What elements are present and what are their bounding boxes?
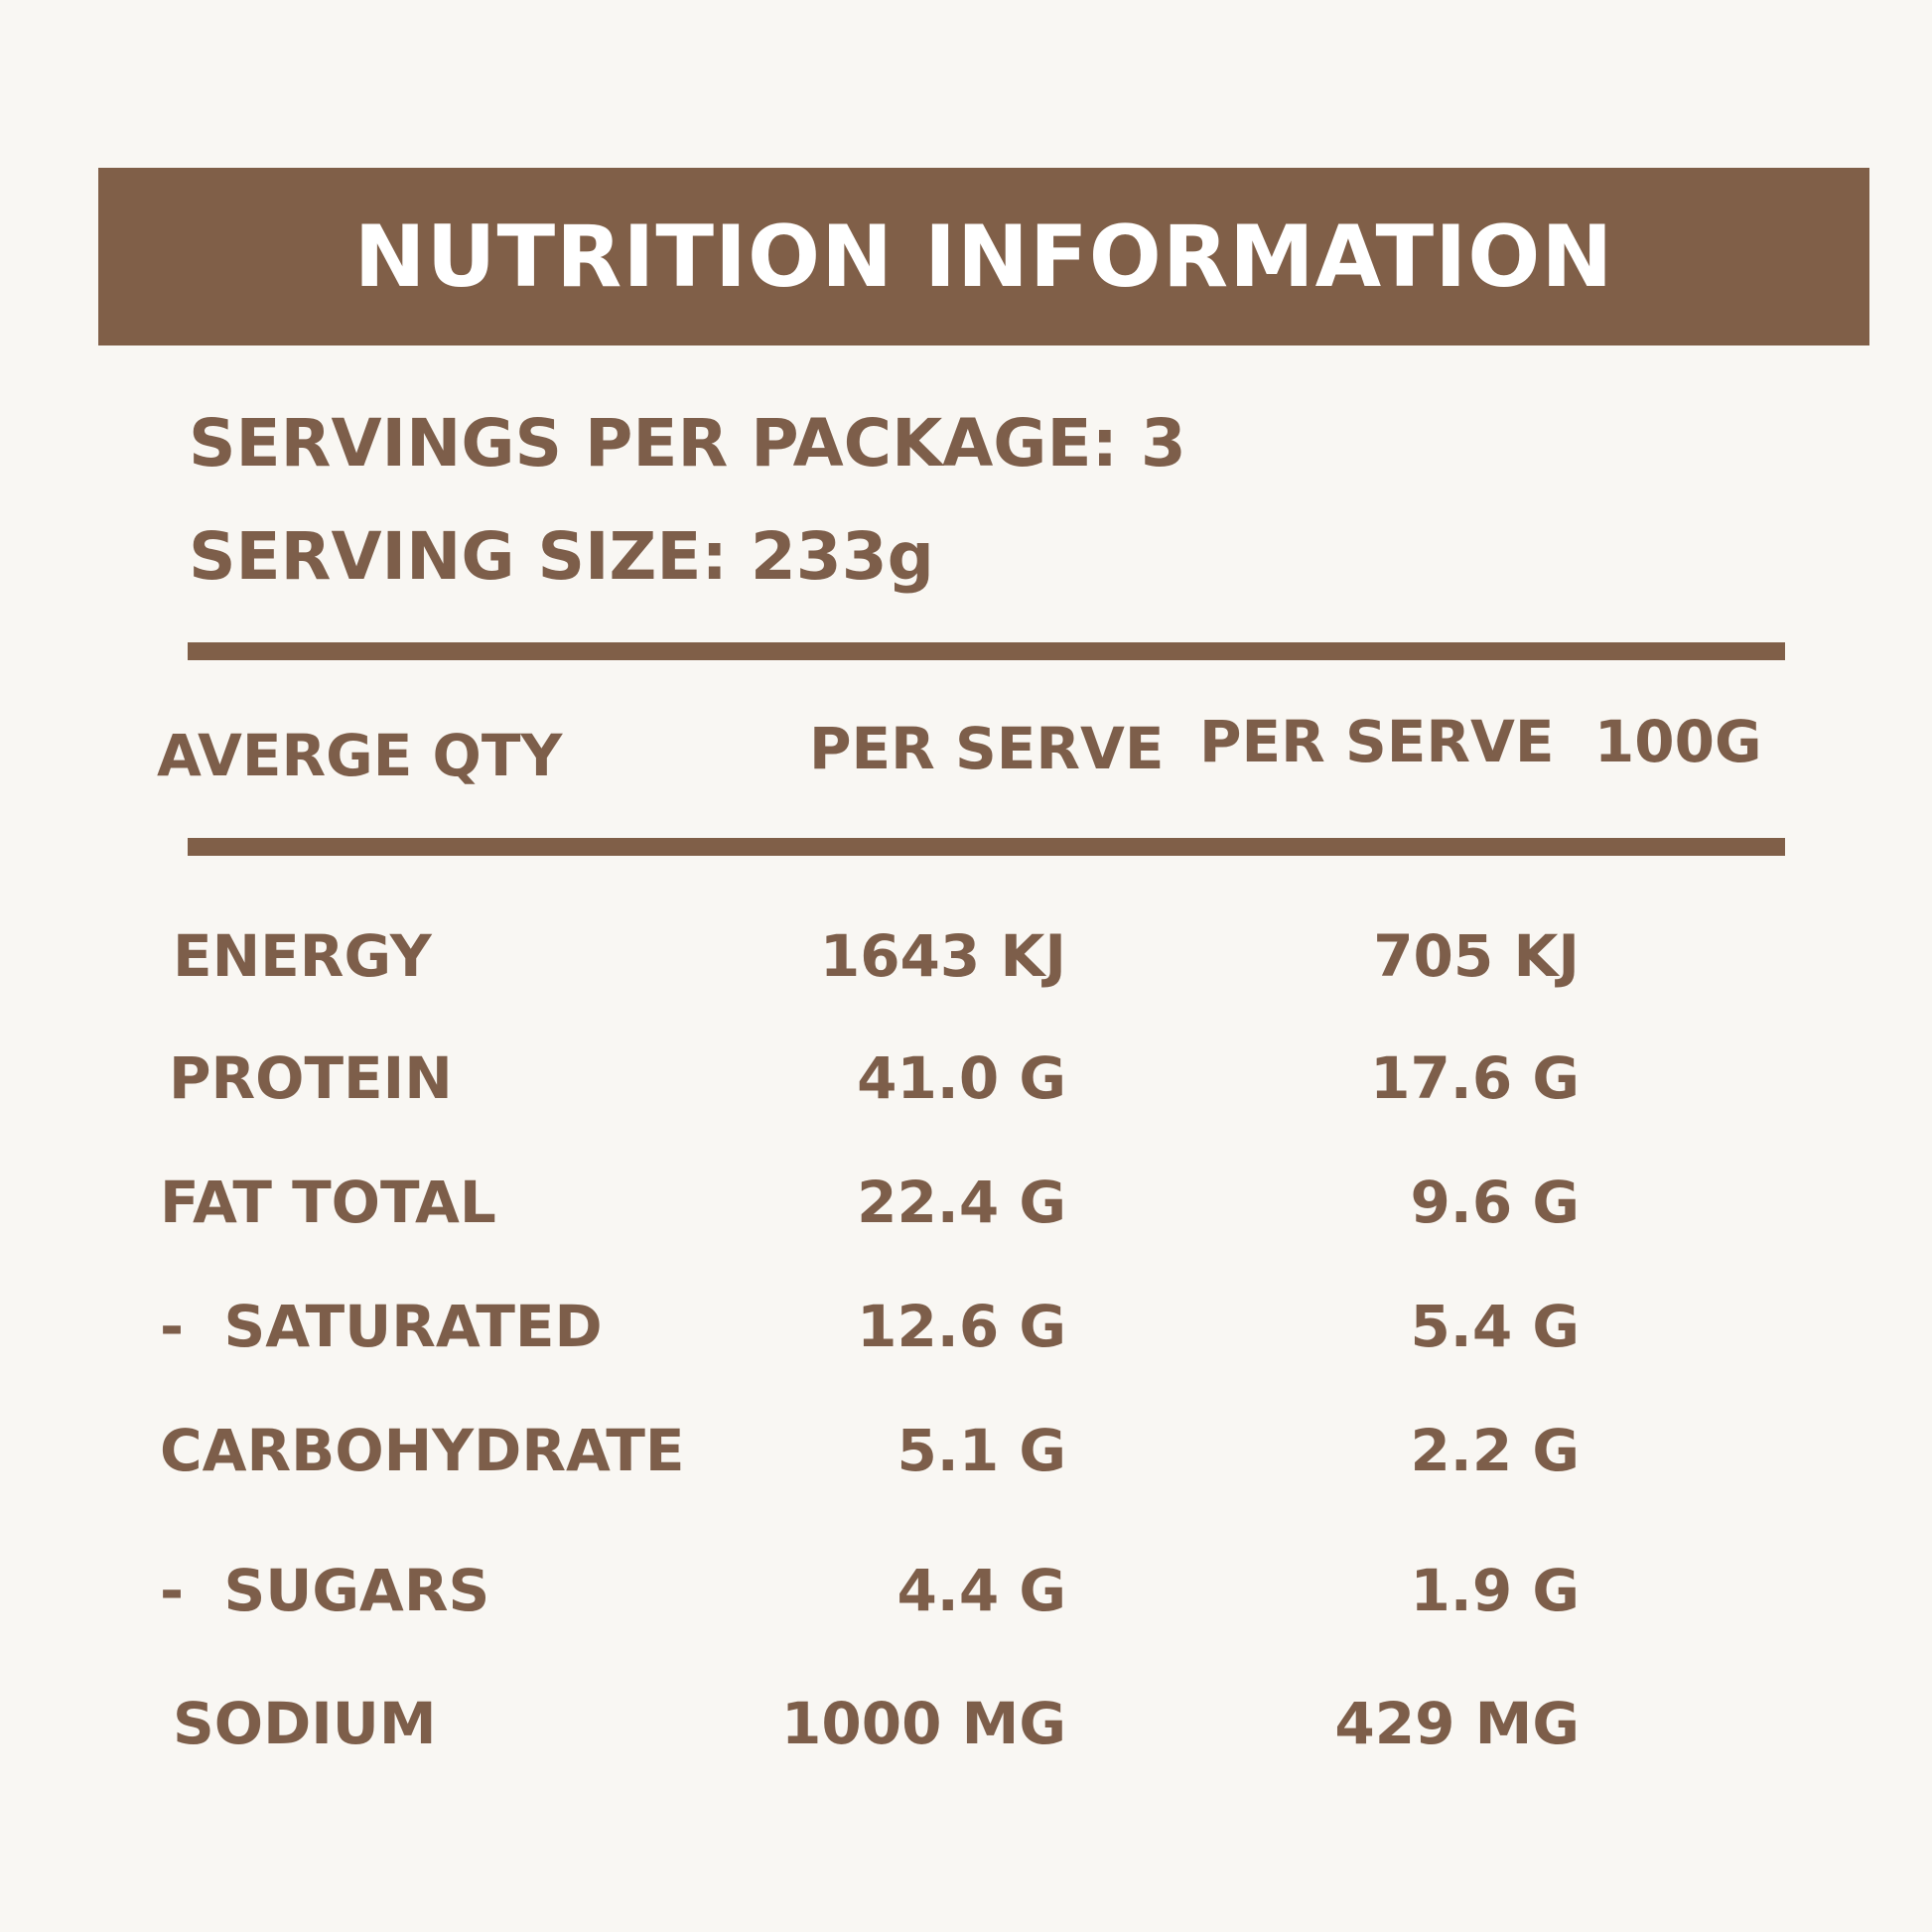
row-label-sodium: SODIUM: [173, 1690, 437, 1757]
header-per-100g: PER SERVE 100G: [1199, 708, 1762, 775]
row-per-serve-fat-total: 22.4 G: [857, 1169, 1066, 1236]
divider-top: [188, 642, 1785, 660]
row-label-saturated: - SATURATED: [160, 1293, 603, 1360]
row-label-fat-total: FAT TOTAL: [160, 1169, 496, 1236]
row-per-serve-sodium: 1000 MG: [781, 1690, 1066, 1757]
row-per-100g-energy: 705 KJ: [1373, 922, 1580, 990]
title-banner: NUTRITION INFORMATION: [98, 168, 1869, 345]
row-per-100g-sugars: 1.9 G: [1410, 1557, 1580, 1624]
header-per-serve: PER SERVE: [809, 715, 1165, 782]
row-per-serve-energy: 1643 KJ: [819, 922, 1066, 990]
row-per-100g-saturated: 5.4 G: [1410, 1293, 1580, 1360]
header-average-qty: AVERGE QTY: [157, 722, 563, 789]
row-label-energy: ENERGY: [173, 922, 432, 990]
row-per-serve-sugars: 4.4 G: [897, 1557, 1066, 1624]
row-per-100g-protein: 17.6 G: [1370, 1044, 1580, 1112]
row-label-carbohydrate: CARBOHYDRATE: [160, 1417, 685, 1484]
row-per-100g-fat-total: 9.6 G: [1410, 1169, 1580, 1236]
row-label-protein: PROTEIN: [169, 1044, 453, 1112]
serving-size: SERVING SIZE: 233g: [189, 518, 934, 595]
row-label-sugars: - SUGARS: [160, 1557, 490, 1624]
row-per-100g-carbohydrate: 2.2 G: [1410, 1417, 1580, 1484]
page-title: NUTRITION INFORMATION: [353, 207, 1614, 307]
row-per-100g-sodium: 429 MG: [1334, 1690, 1580, 1757]
row-per-serve-saturated: 12.6 G: [857, 1293, 1066, 1360]
row-per-serve-carbohydrate: 5.1 G: [897, 1417, 1066, 1484]
servings-per-package: SERVINGS PER PACKAGE: 3: [189, 405, 1186, 482]
divider-bottom: [188, 838, 1785, 856]
row-per-serve-protein: 41.0 G: [857, 1044, 1066, 1112]
